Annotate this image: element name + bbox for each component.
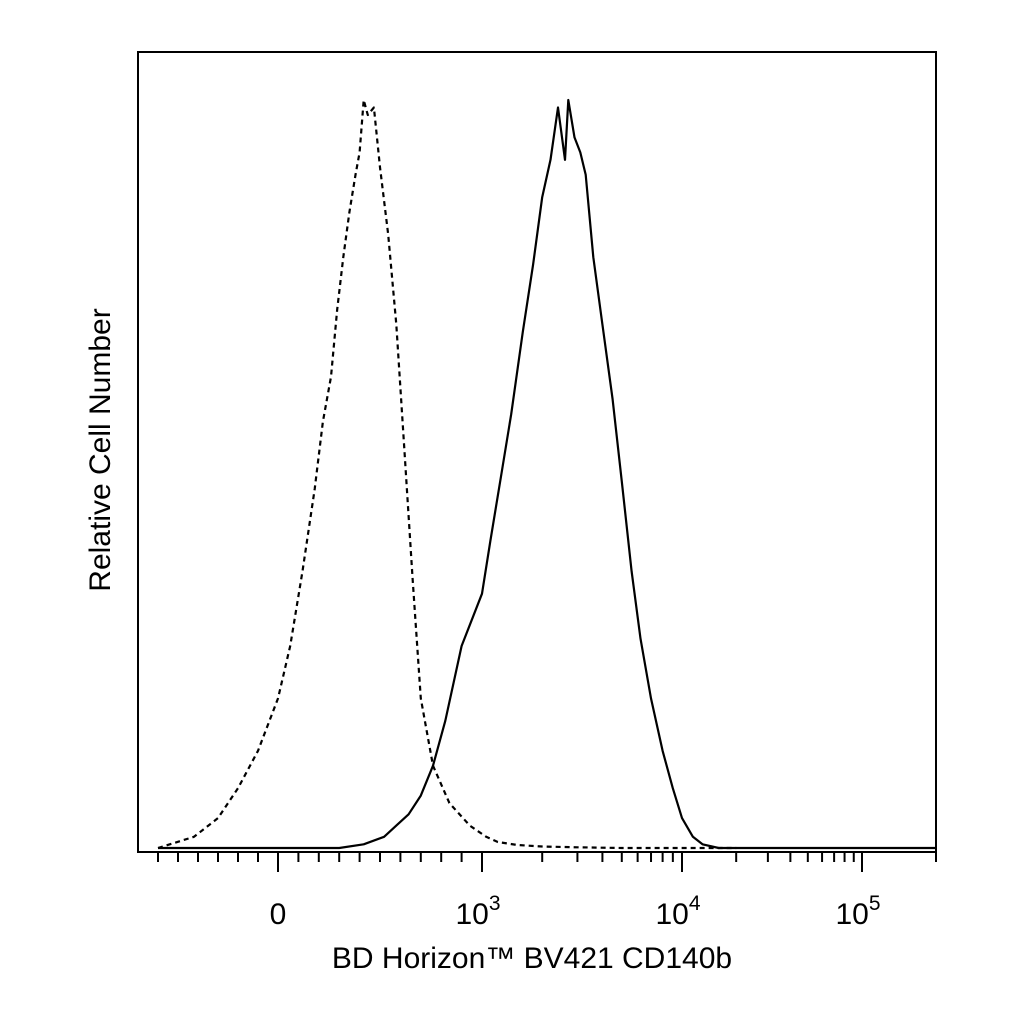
x-axis-ticks [157, 852, 937, 872]
control-histogram-line [157, 98, 737, 850]
x-tick-label: 103 [455, 892, 500, 931]
series-layer [157, 98, 936, 850]
x-axis-label: BD Horizon™ BV421 CD140b [332, 942, 732, 975]
x-tick-label: 105 [835, 892, 880, 931]
stained-histogram-line [158, 98, 936, 850]
x-axis-tick-labels: 0 103 104 105 [270, 892, 881, 931]
x-tick-label: 0 [270, 898, 287, 931]
plot-area-frame [137, 51, 937, 853]
y-axis-label: Relative Cell Number [84, 308, 117, 591]
x-tick-label: 104 [655, 892, 700, 931]
